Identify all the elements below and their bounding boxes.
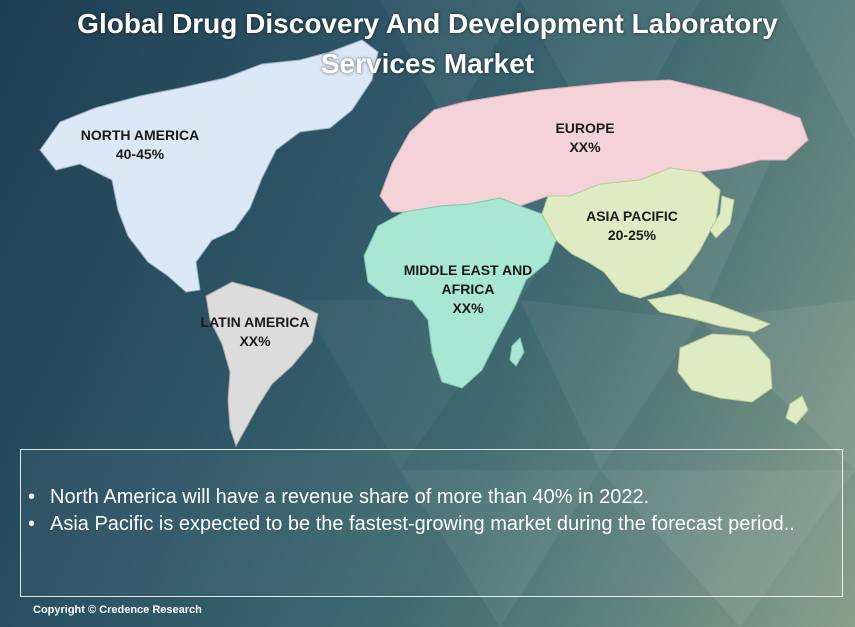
region-shape-asia-pacific [541, 167, 721, 299]
region-value: XX% [239, 333, 271, 349]
region-name: NORTH AMERICA [80, 127, 200, 143]
bullet-text: North America will have a revenue share … [50, 486, 650, 508]
list-item: • North America will have a revenue shar… [26, 484, 834, 511]
bullet-text: Asia Pacific is expected to be the faste… [50, 513, 795, 535]
label-north-america: NORTH AMERICA 40-45% [60, 126, 220, 164]
page-title: Global Drug Discovery And Development La… [77, 8, 778, 79]
bullet-marker: • [28, 513, 36, 535]
label-asia-pacific: ASIA PACIFIC 20-25% [570, 207, 694, 245]
region-name: LATIN AMERICA [200, 314, 310, 330]
region-shape-australia [677, 333, 773, 403]
region-shape-north-america [39, 39, 379, 293]
region-value: XX% [452, 300, 484, 316]
region-value: XX% [569, 139, 601, 155]
bullet-marker: • [28, 486, 36, 508]
region-name: ASIA PACIFIC [586, 208, 678, 224]
copyright-notice: Copyright © Credence Research [33, 604, 202, 616]
region-shape-new-zealand [785, 395, 809, 425]
region-name: EUROPE [555, 120, 615, 136]
info-box [20, 449, 843, 597]
region-shape-southeast-asia [646, 293, 772, 333]
region-shape-latin-america [205, 281, 319, 448]
region-value: 20-25% [607, 227, 657, 243]
region-shape-middle-east-africa [363, 197, 557, 389]
region-shape-madagascar [509, 337, 525, 367]
key-points-list: • North America will have a revenue shar… [26, 484, 834, 538]
region-value: 40-45% [115, 146, 165, 162]
region-name: MIDDLE EAST AND AFRICA [403, 262, 533, 297]
region-shape-japan [709, 195, 735, 239]
label-europe: EUROPE XX% [525, 119, 645, 157]
label-latin-america: LATIN AMERICA XX% [190, 313, 320, 351]
list-item: • Asia Pacific is expected to be the fas… [26, 511, 834, 538]
label-middle-east-africa: MIDDLE EAST AND AFRICA XX% [392, 261, 544, 318]
